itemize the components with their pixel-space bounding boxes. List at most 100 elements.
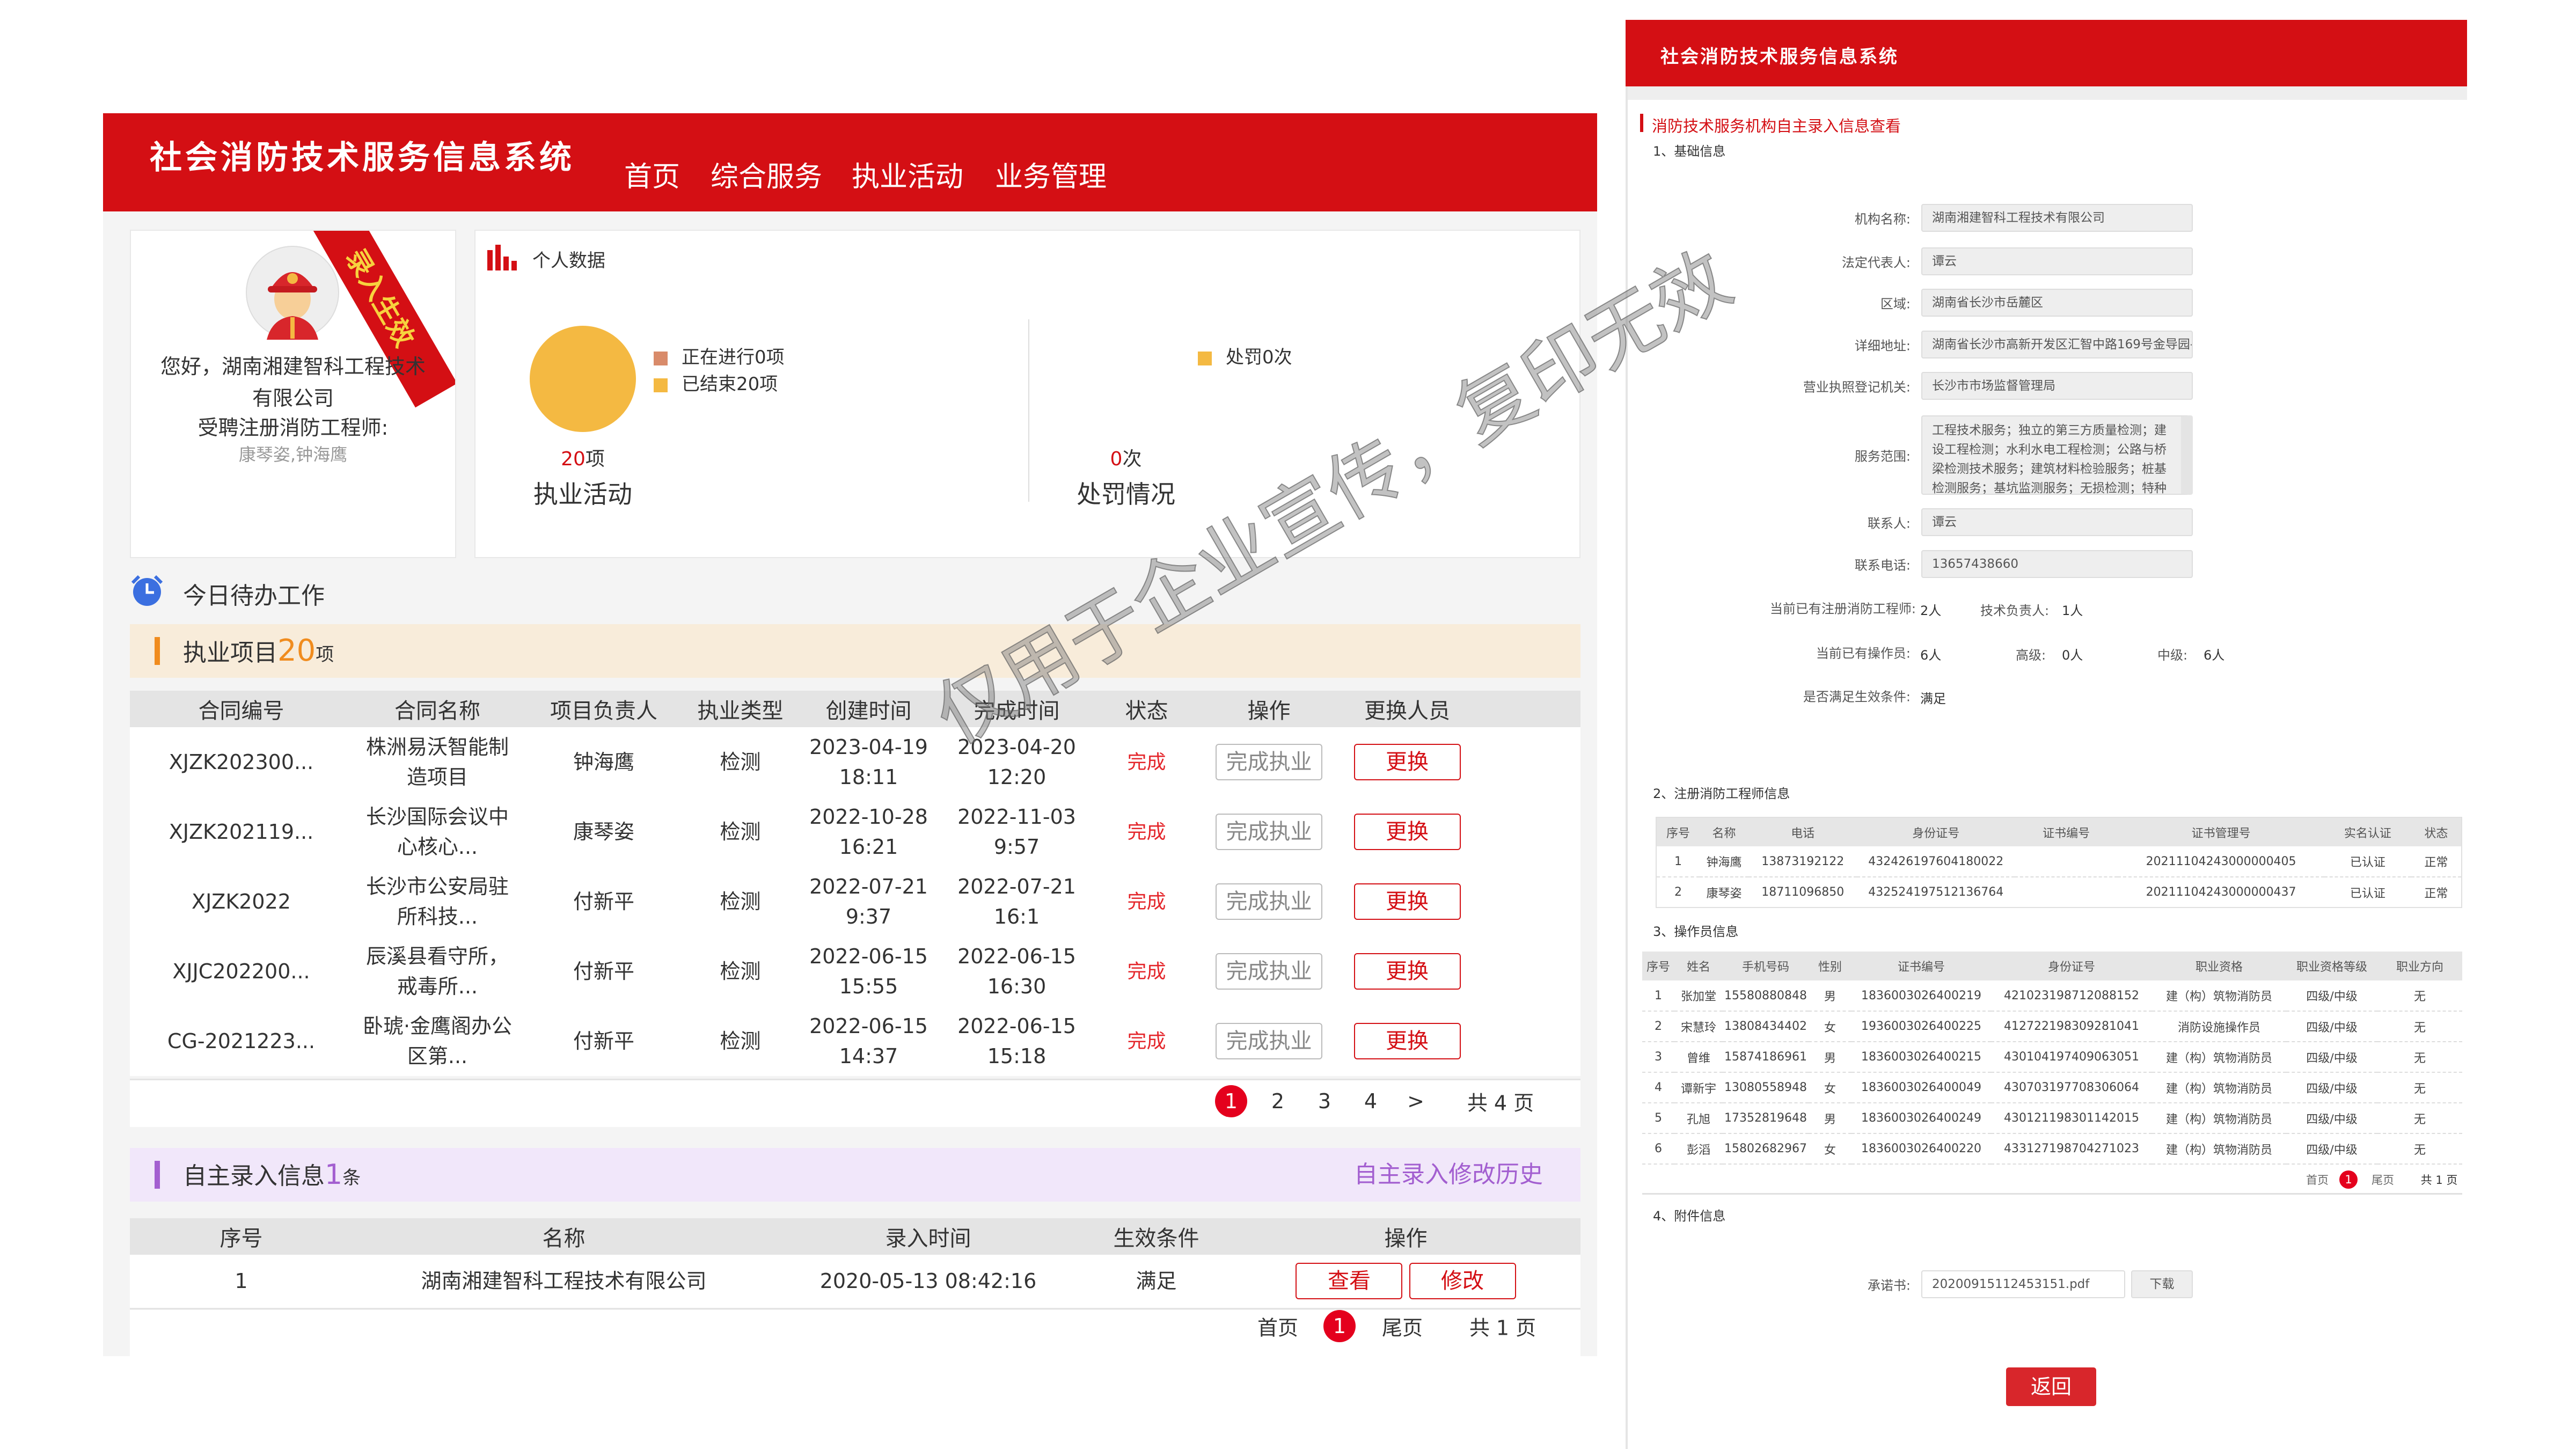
page-3[interactable]: 3 [1318,1089,1331,1113]
created-date: 2022-06-15 [809,1014,928,1038]
cell-created: 2022-06-15 15:55 [795,936,942,1006]
next-page[interactable]: > [1407,1089,1424,1113]
change-person-button[interactable]: 更换 [1353,814,1461,850]
table-cell: 建（构）筑物消防员 [2152,980,2286,1012]
cell-created: 2022-06-15 14:37 [795,1006,942,1076]
table-row: XJZK2022 长沙市公安局驻所科技... 付新平 检测 2022-07-21 9:37… [130,867,1580,936]
table-cell: 13873192122 [1748,846,1857,877]
nav-home[interactable]: 首页 [624,161,680,193]
first-page[interactable]: 首页 [1257,1316,1299,1340]
cell-name: 湖南湘建智科工程技术有限公司 [421,1269,707,1293]
field-label: 详细地址: [1854,338,1911,354]
column-header: 职业资格等级 [2286,952,2377,980]
status-text: 完成 [1127,961,1166,983]
service-scope-textarea[interactable]: 工程技术服务；独立的第三方质量检测；建设工程检测；水利水电工程检测；公路与桥梁检… [1921,415,2193,495]
edit-button[interactable]: 修改 [1409,1263,1516,1300]
field-value[interactable]: 湖南湘建智科工程技术有限公司 [1921,204,2193,232]
page-1[interactable]: 1 [2339,1170,2358,1189]
self-entry-pagination [130,1310,1580,1356]
page-1[interactable]: 1 [1215,1085,1247,1117]
status-text: 完成 [1127,1030,1166,1052]
divider [1028,319,1029,502]
legend-swatch [654,378,668,392]
created-time: 18:11 [839,765,898,789]
complete-practice-button[interactable]: 完成执业 [1216,883,1322,920]
section-operators: 3、操作员信息 [1653,924,1739,939]
engineers-table: 序号 名称 电话 身份证号 证书编号 证书管理号 实名认证 状态 1 钟海鹰 13873192122… [1656,817,2462,908]
table-cell: 消防设施操作员 [2152,1011,2286,1042]
table-cell: 3 [1642,1042,1674,1073]
projects-table: 合同编号 合同名称 项目负责人 执业类型 创建时间 完成时间 状态 操作 更换人员 XJZK20… [130,691,1580,1076]
table-cell: 421023198712088152 [1991,980,2152,1012]
column-header: 证书编号 [1851,952,1991,980]
header-strip [1628,86,2467,100]
field-value[interactable]: 谭云 [1921,247,2193,275]
finished-time: 15:18 [987,1044,1046,1068]
table-cell: 彭滔 [1674,1133,1723,1165]
column-header: 执业类型 [685,691,795,727]
cell-type: 检测 [720,1029,761,1053]
nav-services[interactable]: 综合服务 [711,161,823,193]
nav-practice[interactable]: 执业活动 [852,161,964,193]
change-person-button[interactable]: 更换 [1353,953,1461,990]
table-cell [2014,846,2118,877]
cell-empty [1478,867,1580,936]
column-header: 状态 [1092,691,1202,727]
column-header: 电话 [1748,817,1857,846]
cell-status: 完成 [1092,797,1202,867]
history-link[interactable]: 自主录入修改历史 [1354,1161,1543,1188]
last-page[interactable]: 尾页 [2372,1174,2394,1187]
change-person-button[interactable]: 更换 [1353,744,1461,780]
cell-change: 更换 [1336,936,1478,1006]
back-button[interactable]: 返回 [2006,1367,2096,1406]
page-4[interactable]: 4 [1364,1089,1378,1113]
change-person-button[interactable]: 更换 [1353,1023,1461,1059]
table-row: 3 曾维 15874186961 男 1836003026400215 430104197… [1642,1042,2462,1073]
column-header: 操作 [1231,1218,1580,1255]
column-header: 手机号码 [1723,952,1809,980]
cell-contract-name: 卧琥·金鹰阁办公区第... [362,1014,513,1068]
complete-practice-button[interactable]: 完成执业 [1216,1023,1322,1059]
field-label: 机构名称: [1854,211,1911,227]
activity-label: 执业活动 [533,480,632,509]
field-value[interactable]: 湖南省长沙市岳麓区 [1921,289,2193,317]
cell-created: 2023-04-19 18:11 [795,727,942,797]
count-unit: 项 [316,644,334,665]
table-cell: 430121198301142015 [1991,1103,2152,1134]
count-unit: 项 [585,448,605,470]
nav-business[interactable]: 业务管理 [995,161,1107,193]
field-value[interactable]: 长沙市市场监督管理局 [1921,372,2193,400]
view-button[interactable]: 查看 [1296,1263,1403,1300]
accent-bar [155,637,160,665]
self-entry-table: 序号 名称 录入时间 生效条件 操作 1 湖南湘建智科工程技术有限公司 2020-05-… [130,1218,1580,1309]
field-value[interactable]: 13657438660 [1921,550,2193,578]
complete-practice-button[interactable]: 完成执业 [1216,744,1322,780]
complete-practice-button[interactable]: 完成执业 [1216,814,1322,850]
detail-app-title: 社会消防技术服务信息系统 [1660,46,1899,68]
download-button[interactable]: 下载 [2131,1270,2193,1298]
table-cell: 432426197604180022 [1857,846,2015,877]
cell-finished: 2023-04-20 12:20 [942,727,1092,797]
cell-contract-name: 长沙国际会议中心核心... [365,805,509,859]
complete-practice-button[interactable]: 完成执业 [1216,953,1322,990]
table-cell: 四级/中级 [2286,1042,2377,1073]
table-cell: 男 [1809,980,1851,1012]
table-cell: 20211104243000000437 [2118,877,2324,908]
last-page[interactable]: 尾页 [1381,1316,1423,1340]
todo-title: 今日待办工作 [183,582,325,610]
page-1[interactable]: 1 [1323,1310,1356,1342]
change-person-button[interactable]: 更换 [1353,883,1461,920]
attachment-file-field[interactable]: 20200915112453151.pdf [1921,1270,2125,1298]
table-cell: 1936003026400225 [1851,1011,1991,1042]
column-header: 名称 [1699,817,1749,846]
operators: 6人 [1920,648,1942,663]
self-entry-bar: 自主录入信息1条 自主录入修改历史 [130,1148,1580,1202]
count-value: 20 [561,448,586,470]
table-cell: 430703197708306064 [1991,1072,2152,1103]
cell-action: 完成执业 [1202,867,1336,936]
page-2[interactable]: 2 [1271,1089,1285,1113]
field-value[interactable]: 湖南省长沙市高新开发区汇智中路169号金导园- [1921,331,2193,358]
first-page[interactable]: 首页 [2306,1174,2329,1187]
engineers-count-label: 当前已有注册消防工程师: [1769,601,1916,617]
field-value[interactable]: 谭云 [1921,508,2193,536]
